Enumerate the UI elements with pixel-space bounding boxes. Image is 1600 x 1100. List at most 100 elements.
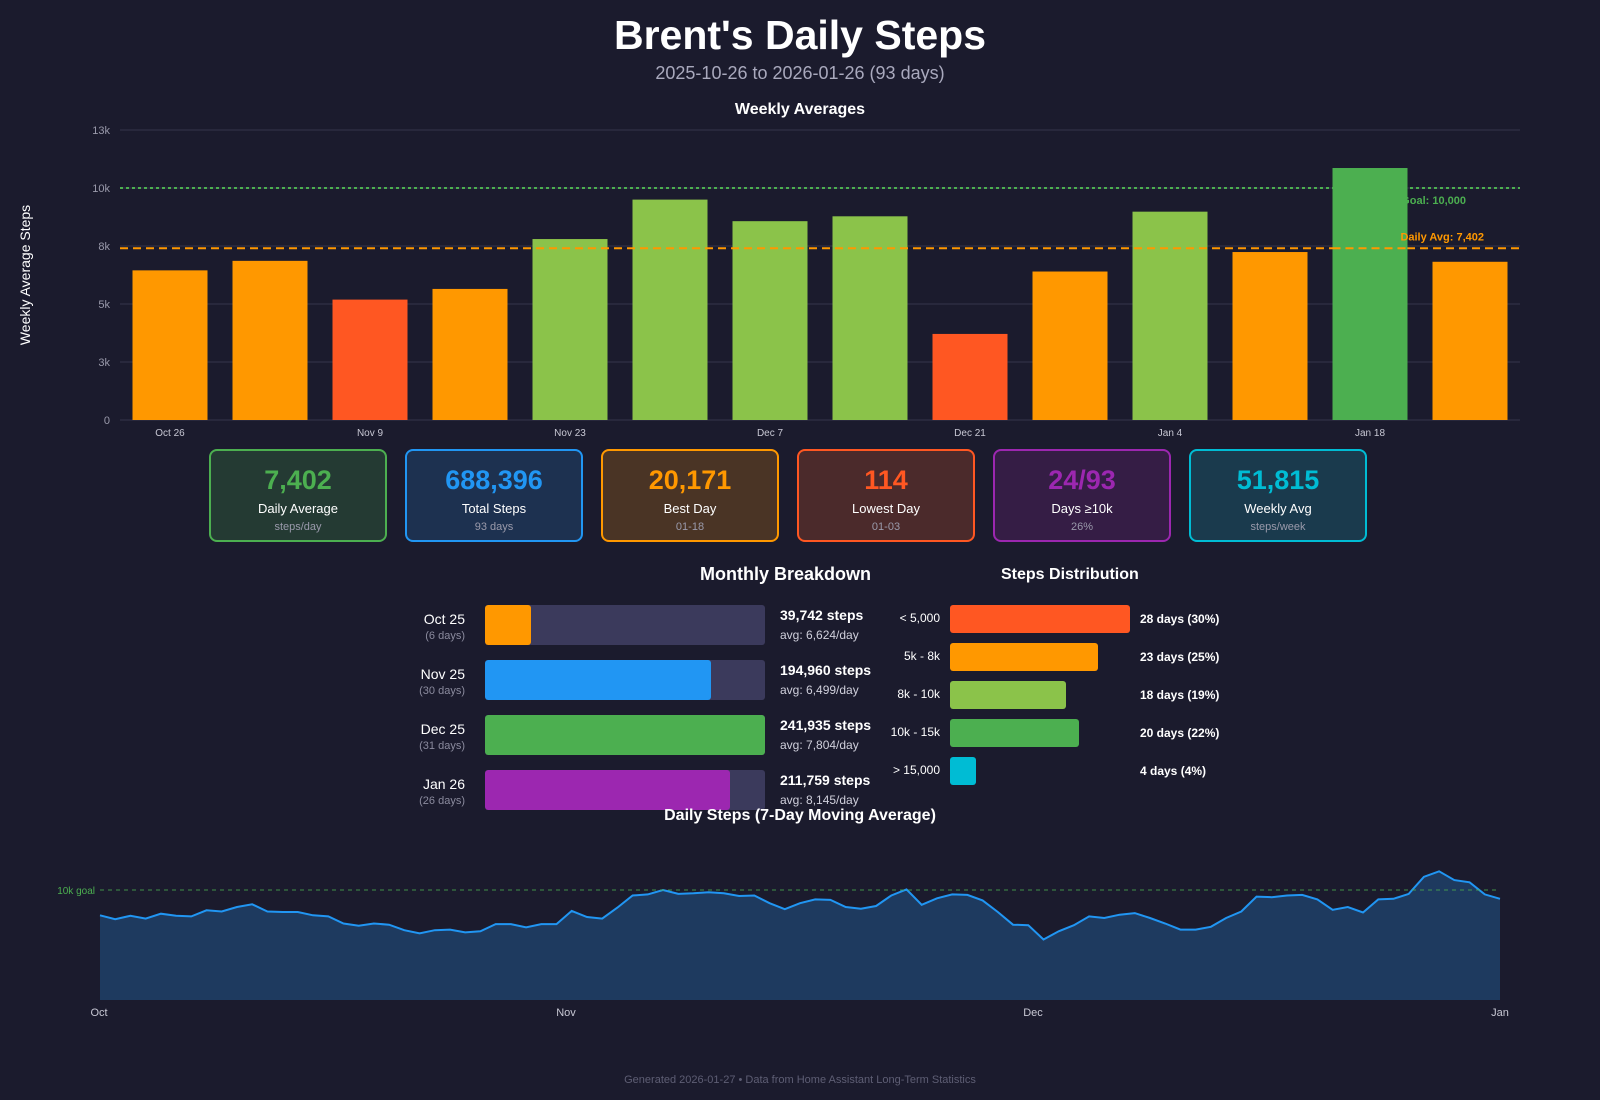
monthly-row: Jan 26 (26 days) 211,759 steps avg: 8,145/d…: [380, 768, 900, 810]
month-steps: 241,935 steps: [780, 717, 872, 733]
stat-card: 7,402 Daily Average steps/day: [209, 449, 387, 542]
weekly-bar: [1232, 252, 1308, 420]
weekly-bar: [732, 221, 808, 420]
weekly-bar: [832, 216, 908, 420]
distribution-count: 28 days (30%): [1140, 612, 1220, 626]
distribution-label: 8k - 10k: [897, 687, 940, 701]
y-tick-label: 8k: [98, 241, 110, 253]
month-bar-fill: [485, 770, 730, 810]
distribution-label: 5k - 8k: [903, 649, 940, 663]
daily-average-label: Daily Avg: 7,402: [1400, 231, 1484, 243]
month-days: (31 days): [419, 740, 465, 752]
moving-average-chart: Daily Steps (7-Day Moving Average) 10k go…: [57, 807, 1509, 1019]
distribution-count: 4 days (4%): [1140, 764, 1207, 778]
weekly-bar: [932, 333, 1008, 420]
weekly-bar: [232, 260, 308, 420]
stat-value: 114: [864, 465, 908, 495]
y-tick-label: 3k: [98, 357, 110, 369]
month-average: avg: 6,499/day: [780, 683, 859, 697]
stat-card: 20,171 Best Day 01-18: [601, 449, 779, 542]
stat-label: Total Steps: [461, 501, 527, 516]
distribution-row: 8k - 10k 18 days (19%): [850, 681, 1250, 709]
y-tick-label: 10k: [92, 183, 110, 195]
weekly-bar: [532, 239, 608, 420]
monthly-row: Oct 25 (6 days) 39,742 steps avg: 6,624/day: [380, 603, 900, 645]
distribution-label: < 5,000: [899, 611, 940, 625]
distribution-count: 20 days (22%): [1140, 726, 1220, 740]
stat-value: 51,815: [1236, 465, 1320, 495]
stat-value: 24/93: [1048, 465, 1116, 495]
stat-card: 114 Lowest Day 01-03: [797, 449, 975, 542]
x-tick-label: Oct 26: [155, 428, 185, 439]
month-bar-track: [485, 605, 765, 645]
distribution-label: > 15,000: [892, 763, 940, 777]
month-average: avg: 6,624/day: [780, 628, 859, 642]
stat-value: 7,402: [264, 465, 332, 495]
weekly-bar: [1132, 211, 1208, 420]
stat-label: Daily Average: [258, 501, 338, 516]
distribution-label: 10k - 15k: [890, 725, 940, 739]
stat-card: 688,396 Total Steps 93 days: [405, 449, 583, 542]
month-days: (6 days): [425, 630, 465, 642]
month-days: (26 days): [419, 795, 465, 807]
month-bar-fill: [485, 715, 765, 755]
month-label: Jan 26: [422, 776, 465, 792]
stat-sublabel: steps/day: [274, 521, 322, 533]
month-label: Dec 25: [420, 721, 465, 737]
month-steps: 39,742 steps: [780, 607, 864, 623]
month-bar-fill: [485, 605, 531, 645]
x-tick-label: Jan 18: [1355, 428, 1385, 439]
weekly-averages-chart: Weekly Averages Weekly Average Steps 0 3k 5k…: [17, 101, 1520, 439]
stat-sublabel: steps/week: [1250, 521, 1306, 533]
stat-sublabel: 93 days: [474, 521, 514, 533]
y-axis-label: Weekly Average Steps: [17, 205, 33, 345]
month-days: (30 days): [419, 685, 465, 697]
x-tick-label: Nov 23: [554, 428, 586, 439]
month-bar-track: [485, 660, 765, 700]
moving-average-line: [99, 870, 1501, 941]
distribution-bar: [950, 757, 976, 785]
month-average: avg: 7,804/day: [780, 738, 859, 752]
distribution-bar: [950, 719, 1079, 747]
month-steps: 194,960 steps: [780, 662, 872, 678]
month-label: Oct 25: [423, 611, 465, 627]
stat-label: Weekly Avg: [1244, 501, 1312, 516]
distribution-bar: [950, 681, 1066, 709]
stat-label: Best Day: [663, 501, 717, 516]
month-bar-fill: [485, 660, 711, 700]
distribution-row: 10k - 15k 20 days (22%): [850, 719, 1250, 747]
monthly-row: Nov 25 (30 days) 194,960 steps avg: 6,499/d…: [380, 658, 900, 700]
moving-average-area: [100, 871, 1500, 1000]
y-tick-label: 13k: [92, 125, 110, 137]
stat-sublabel: 01-18: [675, 521, 705, 533]
page-title: Brent's Daily Steps: [613, 12, 987, 58]
steps-distribution-title: Steps Distribution: [1001, 566, 1139, 583]
moving-average-title: Daily Steps (7-Day Moving Average): [664, 807, 936, 824]
distribution-row: > 15,000 4 days (4%): [850, 757, 1250, 785]
distribution-count: 18 days (19%): [1140, 688, 1220, 702]
month-steps: 211,759 steps: [780, 772, 871, 788]
monthly-row: Dec 25 (31 days) 241,935 steps avg: 7,804/d…: [380, 713, 900, 755]
x-tick-label: Nov: [556, 1007, 576, 1019]
x-tick-label: Jan: [1491, 1007, 1509, 1019]
weekly-bar: [132, 270, 208, 420]
weekly-bar: [1032, 271, 1108, 420]
month-average: avg: 8,145/day: [780, 793, 859, 807]
stat-label: Days ≥10k: [1051, 501, 1113, 516]
monthly-breakdown-title: Monthly Breakdown: [700, 564, 872, 584]
x-tick-label: Jan 4: [1158, 428, 1183, 439]
weekly-bar: [432, 288, 508, 420]
x-tick-label: Dec 7: [757, 428, 784, 439]
stat-label: Lowest Day: [852, 501, 920, 516]
weekly-bar: [1432, 261, 1508, 420]
month-bar-track: [485, 770, 765, 810]
y-tick-label: 5k: [98, 299, 110, 311]
footer: Generated 2026-01-27 • Data from Home As…: [624, 1074, 976, 1086]
weekly-bar: [332, 299, 408, 420]
x-tick-label: Oct: [90, 1007, 107, 1019]
distribution-row: < 5,000 28 days (30%): [850, 605, 1250, 633]
month-label: Nov 25: [420, 666, 465, 682]
weekly-bar: [632, 199, 708, 420]
stat-card: 24/93 Days ≥10k 26%: [993, 449, 1171, 542]
